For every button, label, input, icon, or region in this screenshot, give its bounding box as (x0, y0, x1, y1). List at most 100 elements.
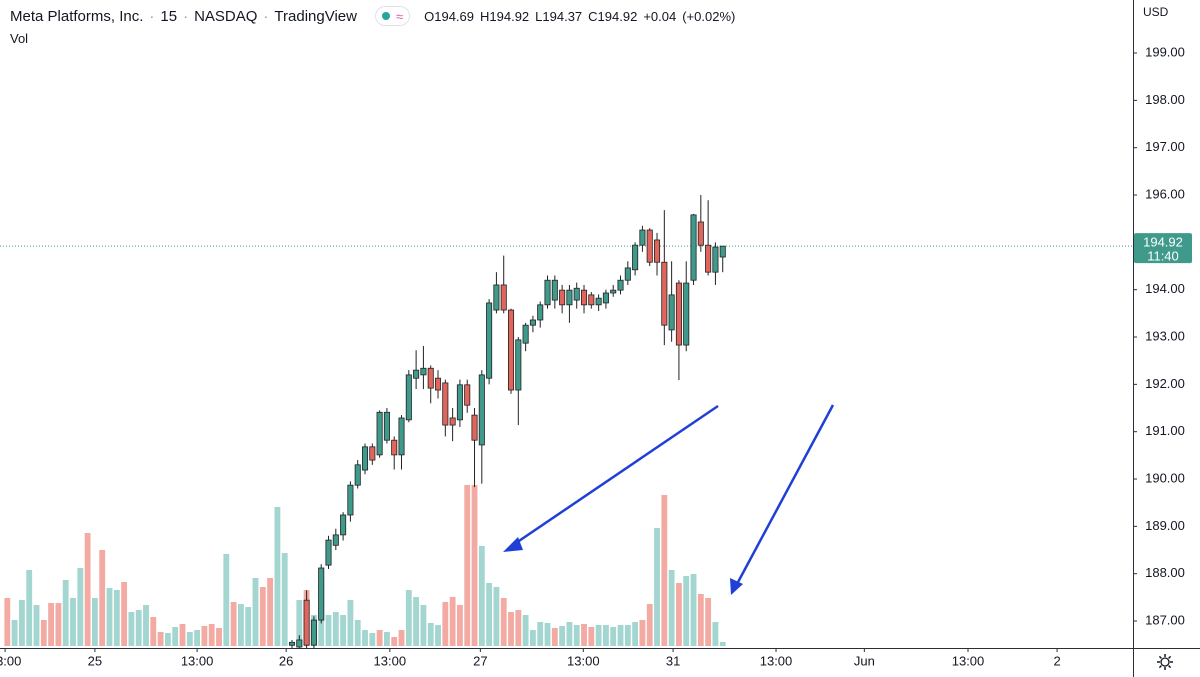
volume-bar (135, 610, 142, 646)
volume-bar (26, 570, 33, 646)
volume-bar (581, 624, 587, 646)
plot-pane (0, 195, 1133, 648)
candle-body (325, 539, 332, 566)
volume-bar (719, 642, 726, 646)
volume-bar (398, 630, 405, 646)
candle-body (668, 294, 675, 331)
candle-body (632, 244, 639, 271)
volume-bar (420, 605, 427, 646)
volume-bar (84, 533, 91, 646)
candle-body (595, 297, 602, 306)
volume-bar (40, 620, 47, 646)
volume-bar (99, 550, 106, 646)
volume-bar (48, 603, 55, 646)
volume-bar (179, 624, 186, 646)
volume-bar (529, 630, 536, 646)
volume-bar (668, 570, 675, 646)
candle-body (661, 261, 668, 326)
candle-body (580, 289, 588, 306)
candle-body (442, 382, 449, 426)
volume-bar (566, 622, 573, 646)
volume-bar (646, 604, 653, 646)
currency[interactable]: USD (1143, 5, 1169, 19)
volume-bar (143, 605, 149, 646)
candle-body (405, 374, 412, 421)
candle-body (559, 289, 566, 306)
volume-bar (383, 632, 390, 646)
y-tick-label: 192.00 (1145, 376, 1185, 391)
ohlc-letter: L (535, 8, 543, 24)
candle-body (347, 484, 354, 516)
candle-body (456, 384, 463, 421)
volume-bar (340, 615, 347, 646)
y-tick-label: 190.00 (1145, 470, 1185, 485)
candle-body (705, 244, 712, 273)
volume-bar (77, 568, 84, 646)
candle-body (471, 414, 478, 441)
last-price-label: 194.92 (1143, 235, 1183, 250)
volume-bar (325, 615, 332, 646)
settings-icon[interactable] (1157, 654, 1173, 670)
volume-bar (595, 625, 602, 646)
volume-bar (435, 625, 441, 646)
candle-body (588, 294, 595, 306)
candle-body (537, 304, 544, 321)
exchange: NASDAQ (194, 7, 258, 25)
ohlc-letter: O (424, 8, 435, 24)
volume-bar (274, 507, 281, 646)
volume-bar (544, 623, 551, 646)
volume-bar (208, 624, 215, 646)
candle-body (712, 246, 719, 273)
x-tick-label: 27 (473, 653, 487, 668)
volume-bar (106, 588, 113, 646)
volume-bar (347, 600, 354, 646)
volume-bar (164, 633, 171, 646)
candle-body (486, 302, 493, 379)
volume-bar (55, 603, 62, 646)
volume-bar (413, 597, 420, 646)
volume-bar (157, 632, 164, 646)
candle-body (376, 411, 383, 456)
volume-bar (500, 598, 507, 646)
volume-bar (223, 554, 230, 646)
y-tick-label: 188.00 (1145, 565, 1185, 580)
volume-bar (464, 485, 471, 646)
x-tick-label: 31 (666, 653, 680, 668)
volume-bar (230, 602, 237, 646)
last-price-tag (1134, 233, 1192, 264)
volume-bar (252, 578, 259, 646)
y-tick-label: 194.00 (1145, 281, 1185, 296)
y-tick-label: 199.00 (1145, 44, 1185, 59)
candle-body (288, 641, 296, 646)
volume-bar (610, 627, 617, 646)
volume-bar (296, 600, 303, 646)
x-tick-label: 13:00 (567, 653, 600, 668)
volume-bar (70, 598, 76, 646)
volume-bar (113, 590, 120, 646)
volume-bar (661, 495, 668, 646)
candle-body (683, 282, 690, 346)
volume-label: Vol (10, 31, 29, 46)
volume-bar (18, 600, 25, 646)
volume-bar (281, 553, 288, 646)
ohlc-letter: H (480, 8, 490, 24)
candle-body (398, 417, 405, 456)
candle-body (464, 384, 471, 406)
candle-body (434, 377, 442, 391)
candle-body (340, 514, 347, 536)
change-value: +0.04 (643, 8, 677, 24)
volume-bar (573, 625, 580, 646)
candle-body (332, 534, 339, 546)
volume-bar (237, 604, 244, 646)
volume-bar (712, 622, 719, 646)
legend-header: Meta Platforms, Inc. · 15 · NASDAQ · Tra… (10, 6, 741, 26)
candle-body (602, 292, 609, 304)
status-badge[interactable]: ≈ (374, 6, 411, 26)
y-tick-label: 189.00 (1145, 518, 1185, 533)
volume-bar (259, 587, 266, 646)
volume-bar (442, 602, 449, 646)
volume-bar (427, 623, 434, 646)
candle-body (310, 619, 317, 646)
volume-bar (245, 607, 252, 646)
